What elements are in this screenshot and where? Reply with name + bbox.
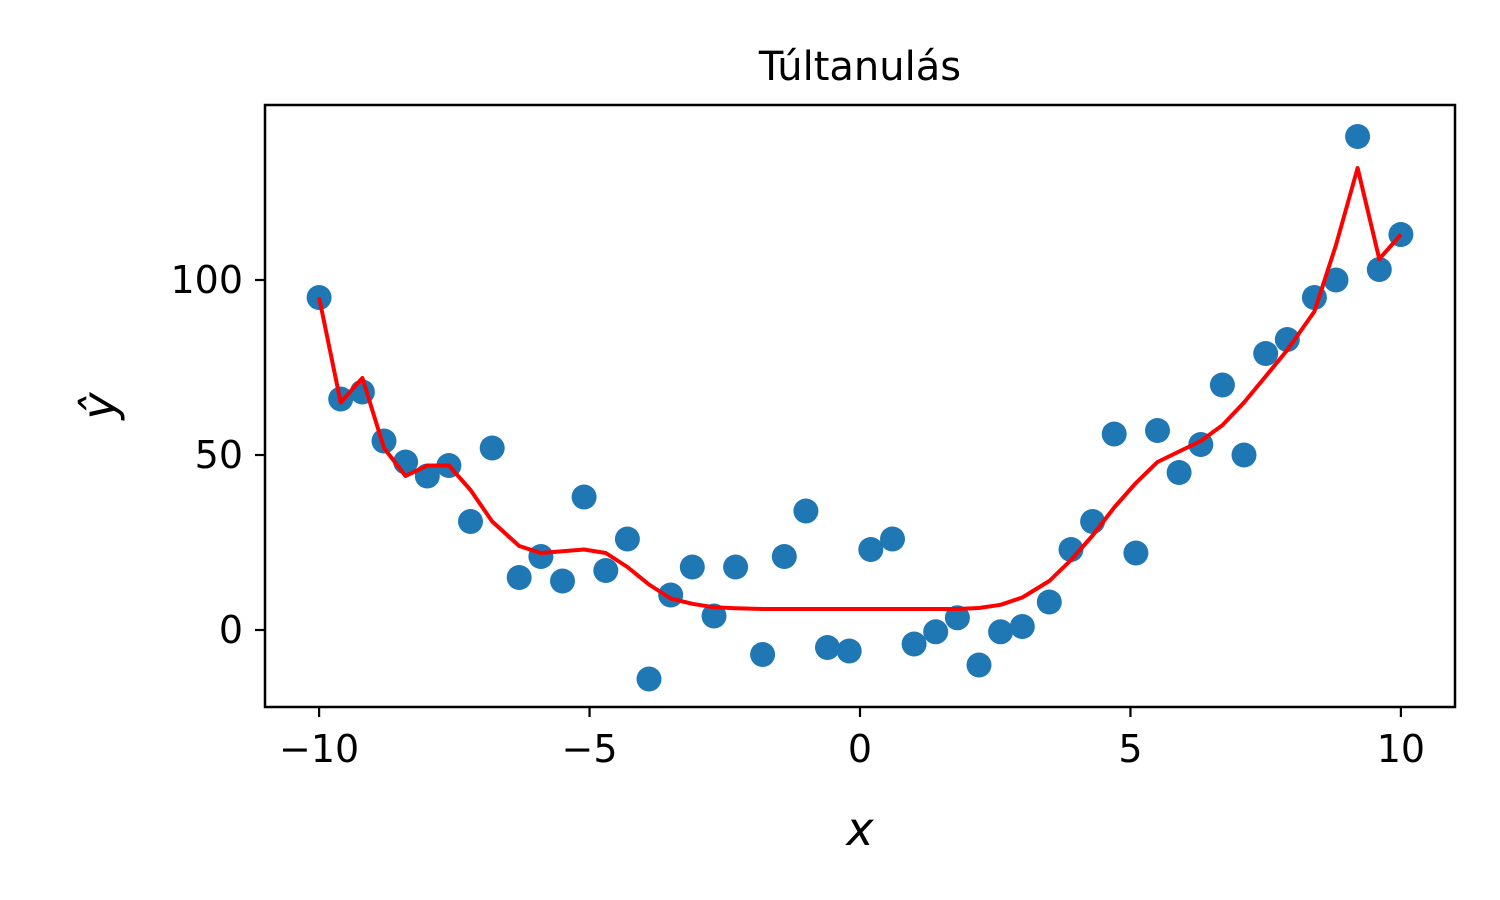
data-point-32 bbox=[1009, 614, 1035, 639]
data-point-14 bbox=[614, 526, 640, 552]
data-point-31 bbox=[988, 619, 1014, 645]
data-point-47 bbox=[1345, 124, 1371, 149]
data-point-3 bbox=[371, 428, 397, 454]
data-point-27 bbox=[901, 631, 927, 657]
data-point-23 bbox=[815, 635, 840, 660]
data-point-24 bbox=[836, 638, 862, 664]
data-point-28 bbox=[923, 619, 949, 645]
x-axis: −10 −5 0 5 10 bbox=[279, 707, 1425, 771]
y-tick-label: 0 bbox=[219, 608, 243, 652]
data-point-43 bbox=[1253, 341, 1279, 366]
x-axis-label: x bbox=[844, 802, 874, 856]
data-point-41 bbox=[1209, 372, 1235, 398]
data-point-8 bbox=[479, 435, 505, 461]
x-tick-label: −5 bbox=[562, 727, 618, 771]
data-point-7 bbox=[458, 509, 483, 534]
x-tick-label: 5 bbox=[1118, 727, 1142, 771]
data-point-44 bbox=[1274, 327, 1300, 352]
data-point-25 bbox=[858, 537, 884, 562]
data-point-39 bbox=[1166, 460, 1192, 485]
data-point-38 bbox=[1145, 418, 1170, 443]
data-point-15 bbox=[636, 666, 662, 692]
data-point-46 bbox=[1323, 267, 1349, 293]
data-point-11 bbox=[550, 568, 575, 594]
data-point-37 bbox=[1123, 540, 1149, 566]
y-axis-label: ŷ bbox=[72, 392, 126, 422]
data-point-30 bbox=[966, 652, 992, 678]
x-tick-label: −10 bbox=[279, 727, 359, 771]
data-point-17 bbox=[679, 554, 705, 580]
chart-title: Túltanulás bbox=[758, 44, 961, 90]
data-point-42 bbox=[1231, 442, 1257, 468]
x-tick-label: 0 bbox=[848, 727, 872, 771]
data-point-36 bbox=[1101, 421, 1127, 447]
data-point-19 bbox=[723, 554, 749, 580]
data-point-20 bbox=[750, 642, 776, 667]
y-tick-label: 100 bbox=[170, 258, 243, 302]
y-tick-label: 50 bbox=[195, 433, 243, 477]
data-point-29 bbox=[944, 605, 970, 631]
y-axis: 0 50 100 bbox=[170, 258, 265, 652]
data-point-10 bbox=[528, 544, 554, 569]
data-point-9 bbox=[506, 565, 532, 590]
data-point-48 bbox=[1366, 257, 1392, 282]
data-point-18 bbox=[701, 603, 727, 629]
data-point-33 bbox=[1036, 589, 1062, 615]
axes-frame bbox=[263, 103, 1457, 709]
fit-line bbox=[317, 166, 1403, 611]
data-point-22 bbox=[793, 498, 819, 524]
data-point-12 bbox=[571, 484, 597, 510]
plot-area bbox=[306, 124, 1414, 692]
data-point-26 bbox=[880, 526, 905, 552]
data-point-13 bbox=[593, 558, 619, 583]
data-point-21 bbox=[771, 544, 797, 569]
x-tick-label: 10 bbox=[1377, 727, 1425, 771]
